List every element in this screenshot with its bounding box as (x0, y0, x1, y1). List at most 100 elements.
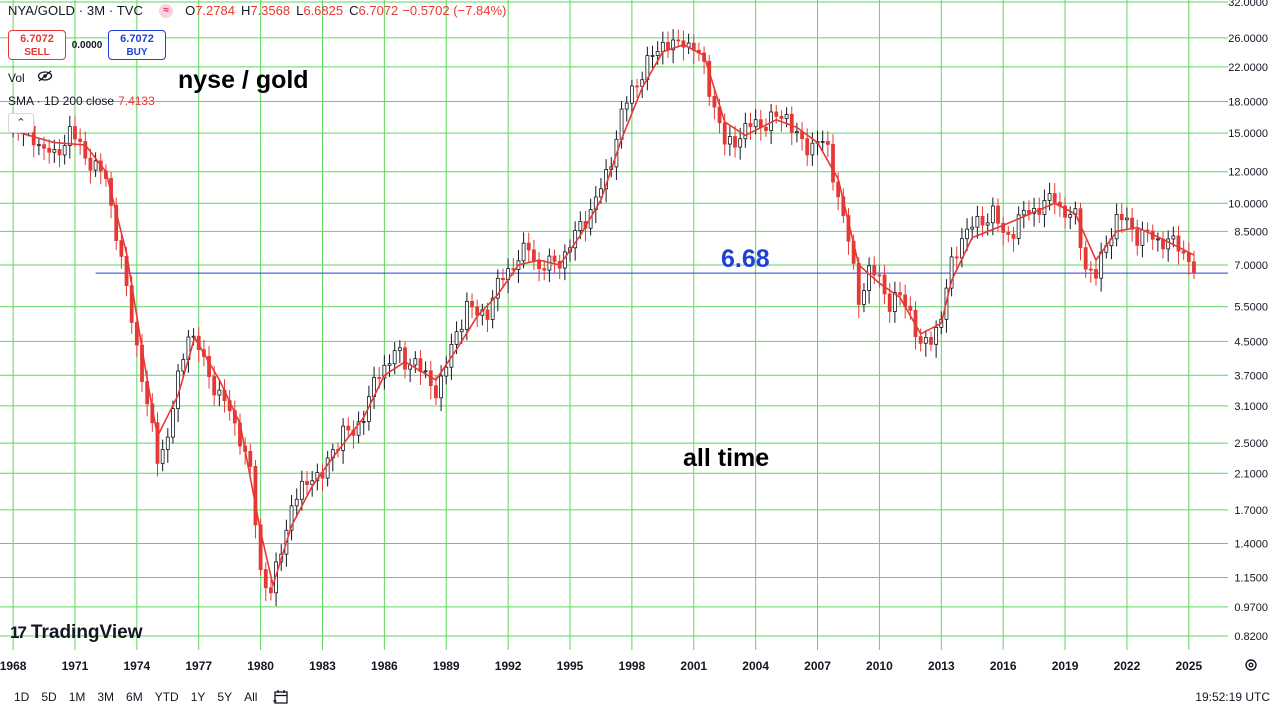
symbol-title[interactable]: NYA/GOLD · 3M · TVC (8, 3, 144, 18)
candle-body (887, 293, 892, 312)
x-tick-label: 1995 (557, 659, 584, 673)
range-5y[interactable]: 5Y (217, 690, 233, 704)
candle (1052, 183, 1057, 215)
candle (217, 379, 222, 407)
candle (738, 127, 743, 160)
x-tick-label: 1980 (247, 659, 274, 673)
candle (733, 126, 737, 158)
time-axis[interactable]: 1968 1971 1974 1977 1980 1983 1986 1989 1992 1995… (0, 659, 1202, 673)
candle-body (191, 335, 196, 338)
y-tick-label: 26.0000 (1228, 33, 1268, 45)
candle-body (980, 215, 985, 226)
candle (949, 247, 954, 297)
candle-body (789, 113, 794, 133)
range-6m[interactable]: 6M (126, 690, 143, 704)
candle-body (181, 359, 186, 372)
x-tick-label: 1992 (495, 659, 522, 673)
candle (1021, 201, 1026, 229)
y-tick-label: 4.5000 (1234, 336, 1268, 348)
candle-body (413, 358, 418, 366)
candle-body (341, 425, 346, 451)
candle-body (1068, 214, 1073, 218)
calendar-icon[interactable] (272, 688, 290, 709)
candle (660, 31, 665, 65)
candle-body (134, 322, 139, 346)
range-1m[interactable]: 1M (68, 690, 86, 704)
candle (1166, 230, 1171, 262)
eye-hidden-icon[interactable] (37, 70, 53, 85)
candle (1068, 206, 1073, 230)
volume-legend[interactable]: Vol (8, 70, 53, 85)
candle-body (949, 256, 954, 289)
candle (727, 126, 732, 156)
close-value: 6.7072 (358, 3, 399, 18)
candle-body (975, 215, 980, 228)
indicator-badge-icon[interactable]: ≈ (159, 3, 174, 18)
candle-body (820, 141, 825, 143)
candle (346, 417, 351, 437)
range-1d[interactable]: 1D (14, 690, 30, 704)
candle-body (862, 290, 866, 305)
y-tick-label: 1.1500 (1234, 572, 1268, 584)
candle-body (1192, 261, 1196, 273)
candle (98, 153, 103, 185)
candle (387, 354, 392, 377)
candle-body (542, 268, 547, 271)
candle (361, 410, 366, 435)
candle (1114, 203, 1119, 247)
candle-body (856, 262, 861, 305)
candle-body (727, 136, 732, 145)
candle (1001, 216, 1006, 246)
candle (1140, 221, 1145, 258)
candle-body (485, 309, 490, 320)
collapse-legend-button[interactable]: ⌃ (8, 113, 34, 133)
level-annotation: 6.68 (721, 245, 770, 273)
y-tick-label: 0.9700 (1234, 602, 1268, 614)
y-tick-label: 7.0000 (1234, 260, 1268, 272)
range-all[interactable]: All (244, 690, 258, 704)
price-axis[interactable]: 32.0000 26.0000 22.0000 18.0000 15.0000 12.00… (1228, 0, 1268, 643)
candle-body (361, 420, 366, 423)
candle-body (1140, 229, 1145, 246)
candle (795, 122, 799, 143)
candle-body (155, 422, 160, 464)
x-tick-label: 1968 (0, 659, 27, 673)
candle (423, 361, 428, 379)
candle-body (1176, 235, 1181, 252)
y-tick-label: 32.0000 (1228, 0, 1268, 9)
candle-body (898, 292, 902, 296)
candle-body (1021, 209, 1026, 216)
candle (862, 283, 866, 313)
x-tick-label: 2022 (1114, 659, 1141, 673)
close-label: C (349, 3, 359, 18)
candle-body (954, 256, 959, 259)
range-ytd[interactable]: YTD (154, 690, 179, 704)
candle (629, 79, 634, 114)
candle (413, 351, 418, 374)
buy-button[interactable]: 6.7072 BUY (108, 30, 166, 60)
range-5d[interactable]: 5D (41, 690, 57, 704)
candle (748, 112, 753, 140)
candle-body (872, 265, 877, 276)
range-3m[interactable]: 3M (97, 690, 115, 704)
range-1y[interactable]: 1Y (190, 690, 206, 704)
candle-body (774, 111, 779, 117)
candle-body (325, 457, 330, 479)
sma-legend[interactable]: SMA · 1D 200 close 7.4133 (8, 94, 155, 108)
candle (903, 284, 908, 319)
candle (382, 355, 387, 390)
candle-body (805, 138, 810, 156)
gear-icon[interactable] (1244, 658, 1258, 675)
candle-body (1181, 250, 1186, 254)
tradingview-logo[interactable]: 17 TradingView (10, 622, 143, 644)
candle-body (62, 145, 67, 156)
sell-button[interactable]: 6.7072 SELL (8, 30, 66, 60)
candle (975, 205, 980, 239)
y-tick-label: 3.1000 (1234, 401, 1268, 413)
candle (356, 411, 361, 444)
candle-body (346, 425, 351, 431)
candle (671, 29, 676, 64)
candle-body (464, 300, 469, 330)
utc-clock[interactable]: 19:52:19 UTC (1195, 690, 1270, 704)
